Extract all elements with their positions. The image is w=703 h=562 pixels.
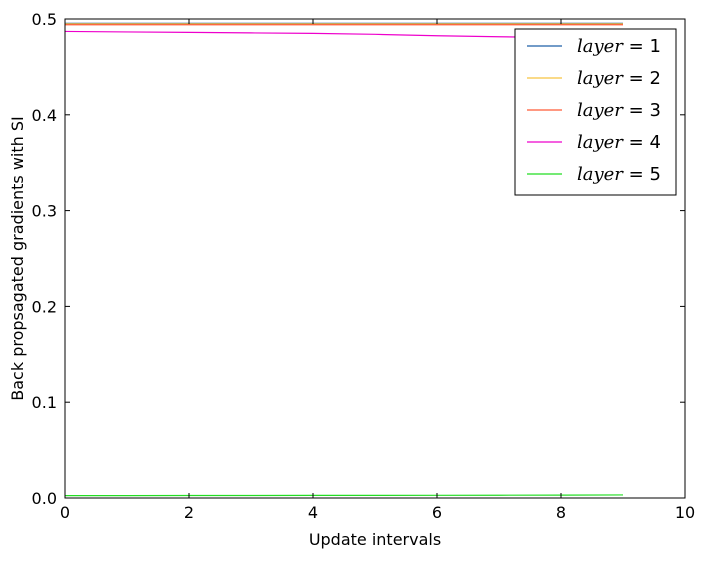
y-tick-label: 0.1	[32, 393, 57, 412]
legend-label-var: layer	[577, 36, 624, 57]
legend-label-value: 4	[649, 132, 660, 153]
legend-label-layer-3: layer = 3	[577, 100, 661, 121]
x-tick-label: 2	[184, 503, 194, 522]
x-axis-label: Update intervals	[309, 530, 441, 549]
legend-label-equals: =	[623, 36, 650, 57]
legend-label-value: 2	[649, 68, 660, 89]
series-line-layer-5	[65, 494, 624, 497]
legend-label-var: layer	[577, 164, 624, 185]
y-tick-label: 0.2	[32, 297, 57, 316]
x-tick-label: 6	[432, 503, 442, 522]
legend-label-var: layer	[577, 132, 624, 153]
plot-frame	[64, 18, 686, 499]
legend-label-layer-1: layer = 1	[577, 36, 661, 57]
legend-label-layer-4: layer = 4	[577, 132, 661, 153]
x-tick-label: 8	[556, 503, 566, 522]
y-tick-label: 0.3	[32, 202, 57, 221]
y-tick-label: 0.0	[32, 489, 57, 508]
legend-label-equals: =	[623, 132, 650, 153]
legend-label-layer-5: layer = 5	[577, 164, 661, 185]
x-tick-label: 0	[60, 503, 70, 522]
legend-label-value: 1	[649, 36, 660, 57]
legend-label-equals: =	[623, 68, 650, 89]
legend-label-var: layer	[577, 100, 624, 121]
legend-label-layer-2: layer = 2	[577, 68, 661, 89]
x-tick-label: 10	[675, 503, 695, 522]
legend-label-value: 5	[649, 164, 660, 185]
legend-label-value: 3	[649, 100, 660, 121]
y-axis-label: Back propsagated gradients with SI	[8, 116, 27, 400]
legend-label-equals: =	[623, 100, 650, 121]
x-tick-label: 4	[308, 503, 318, 522]
legend-label-equals: =	[623, 164, 650, 185]
y-tick-label: 0.4	[32, 106, 57, 125]
legend-label-var: layer	[577, 68, 624, 89]
ticks-layer: 0 2 4 6 8 10 0.0 0.1 0.2 0.3 0.4 0.5	[32, 10, 696, 522]
legend-box	[514, 28, 677, 196]
y-tick-label: 0.5	[32, 10, 57, 29]
